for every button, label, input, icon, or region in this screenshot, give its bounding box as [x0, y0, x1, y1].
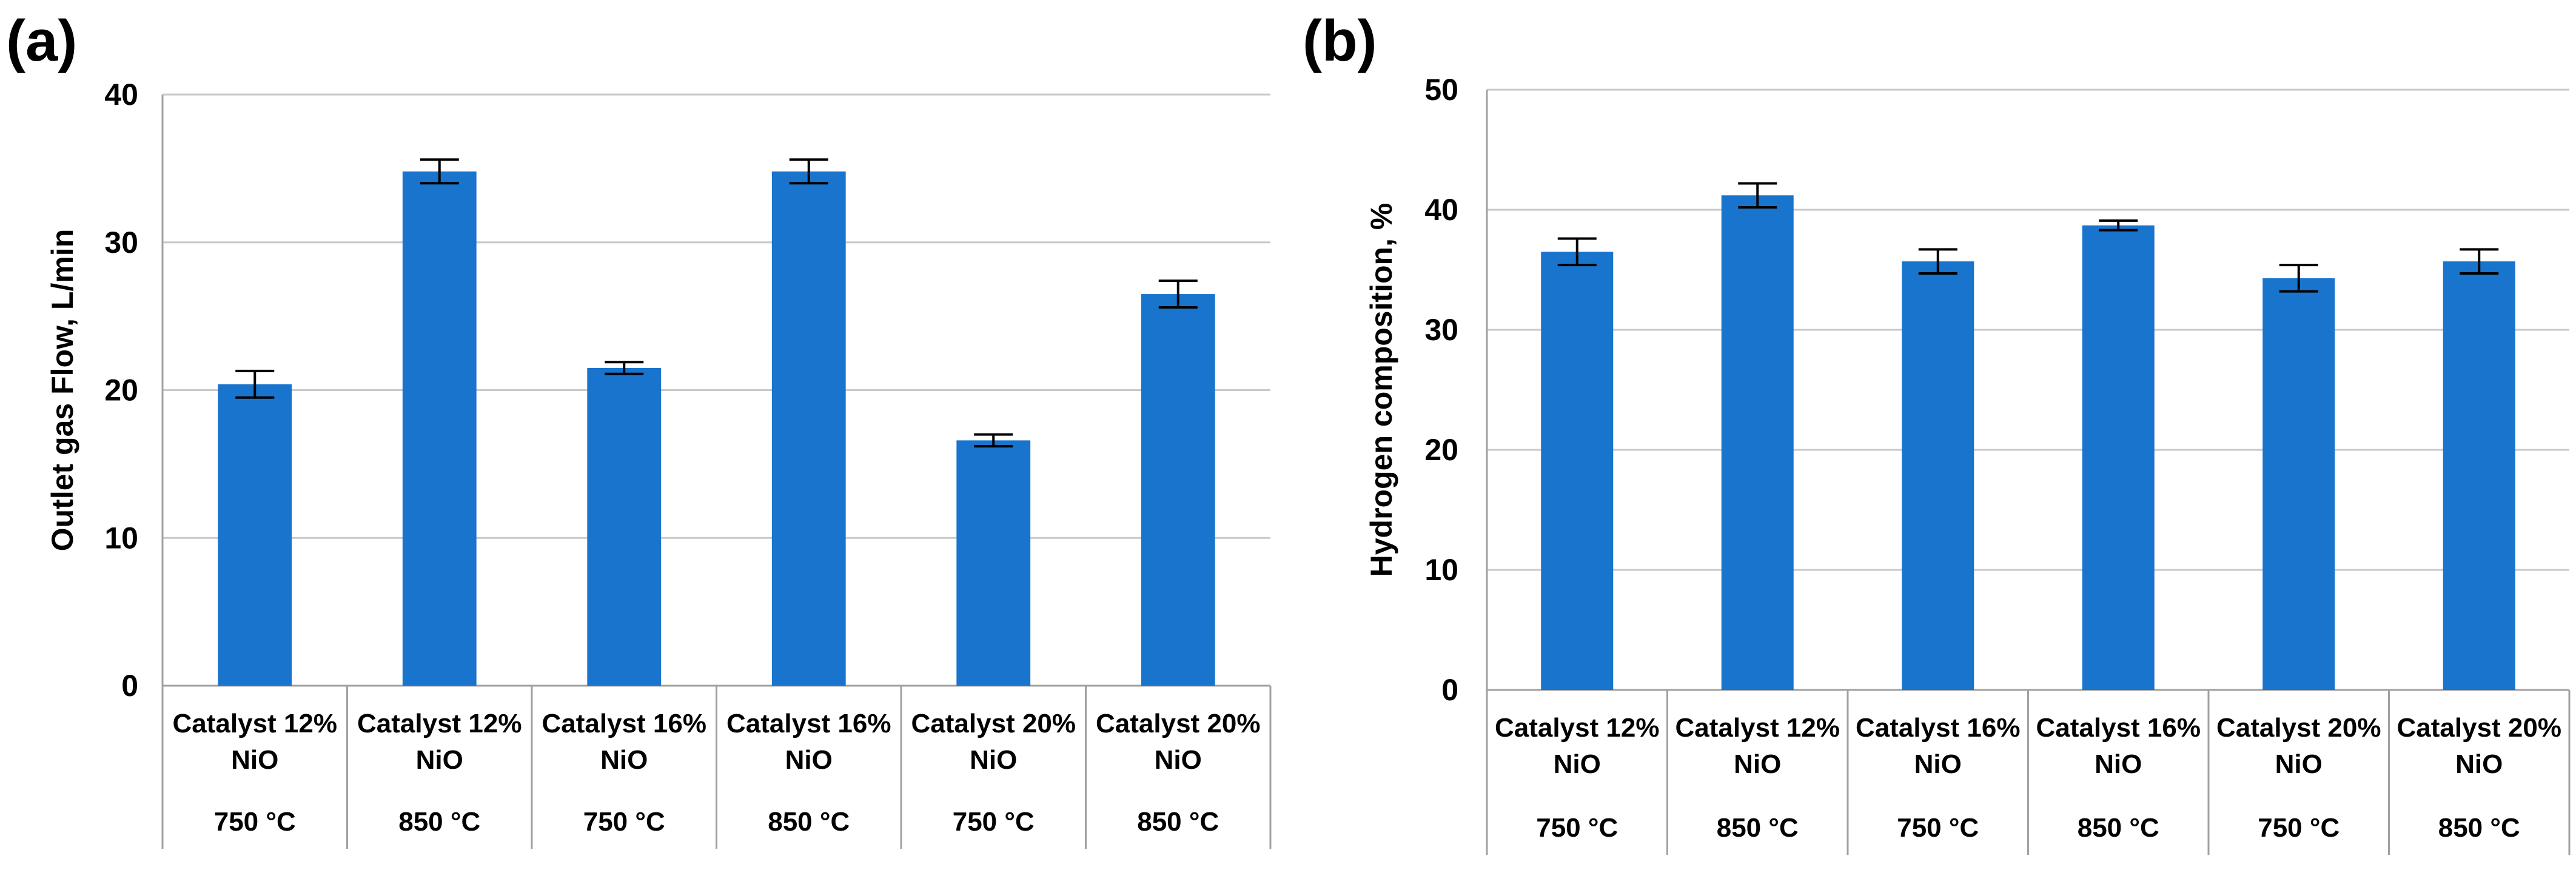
y-tick-label: 40 [1424, 193, 1458, 227]
error-bar [2460, 248, 2499, 275]
bar [1902, 261, 1974, 690]
x-category-label-line2: NiO [2095, 749, 2142, 779]
bar [1541, 252, 1614, 690]
x-category-label-line3: 850 °C [2078, 813, 2159, 843]
error-bar [2279, 264, 2318, 293]
bar [2443, 261, 2515, 690]
y-tick-label: 20 [1424, 433, 1458, 467]
x-category-label-line3: 750 °C [1536, 813, 1618, 843]
y-axis-title: Hydrogen composition, % [1364, 203, 1398, 577]
error-bar [1918, 248, 1957, 275]
error-bar [1738, 182, 1777, 209]
error-bar [420, 158, 459, 185]
bar [587, 367, 662, 686]
x-category-label-line3: 750 °C [214, 807, 296, 837]
x-category-label-line1: Catalyst 12% [1675, 713, 1840, 743]
panel-letter: (a) [6, 8, 77, 73]
bar [2262, 278, 2335, 690]
x-category-label-line3: 750 °C [953, 807, 1035, 837]
x-category-label-line3: 850 °C [1717, 813, 1799, 843]
x-category-label-line2: NiO [970, 745, 1017, 775]
x-category-label-line2: NiO [1554, 749, 1601, 779]
x-category-label-line2: NiO [231, 745, 278, 775]
x-category-label-line1: Catalyst 16% [2036, 713, 2201, 743]
bar [402, 171, 477, 686]
y-tick-label: 0 [121, 669, 138, 703]
x-category-label-line2: NiO [1914, 749, 1962, 779]
y-tick-label: 30 [1424, 313, 1458, 347]
x-category-label-line1: Catalyst 20% [2397, 713, 2561, 743]
x-category-label-line1: Catalyst 20% [2216, 713, 2381, 743]
error-bar [605, 361, 644, 375]
x-category-label-line3: 850 °C [768, 807, 850, 837]
y-tick-label: 20 [104, 373, 138, 407]
y-tick-label: 0 [1441, 673, 1458, 707]
bar [1721, 195, 1794, 690]
x-category-label-line1: Catalyst 16% [1856, 713, 2020, 743]
bar [218, 384, 292, 686]
bar [1141, 294, 1215, 686]
error-bar [1158, 279, 1198, 309]
x-category-label-line1: Catalyst 12% [173, 709, 337, 738]
x-category-label-line1: Catalyst 12% [1495, 713, 1659, 743]
x-category-label-line2: NiO [1734, 749, 1781, 779]
panel-b-chart: (b) 0 10 20 30 40 50 Hydrogen composition, % Cat… [1303, 8, 2571, 855]
bar [956, 440, 1031, 686]
x-category-label-line2: NiO [600, 745, 648, 775]
bar [771, 171, 846, 686]
x-category-label-line3: 750 °C [2258, 813, 2340, 843]
y-tick-label: 50 [1424, 73, 1458, 107]
x-category-label-line1: Catalyst 16% [542, 709, 706, 738]
x-category-label-line2: NiO [2275, 749, 2323, 779]
y-tick-label: 10 [1424, 553, 1458, 587]
bar [2082, 225, 2155, 690]
y-tick-label: 40 [104, 78, 138, 112]
x-category-label-line2: NiO [416, 745, 463, 775]
x-category-label-line2: NiO [785, 745, 833, 775]
x-category-label-line2: NiO [2455, 749, 2503, 779]
x-category-label-line1: Catalyst 16% [726, 709, 891, 738]
x-category-label-line3: 750 °C [583, 807, 665, 837]
error-bar [789, 158, 828, 185]
y-axis-title: Outlet gas Flow, L/min [45, 229, 79, 552]
x-category-label-line3: 850 °C [1137, 807, 1219, 837]
x-category-label-line3: 850 °C [398, 807, 480, 837]
panel-a-chart: (a) 0 10 20 30 40 Outlet gas Flow, L/min Cataly… [6, 8, 1272, 849]
error-bar [974, 433, 1013, 448]
y-tick-label: 10 [104, 521, 138, 555]
x-category-label-line1: Catalyst 20% [911, 709, 1076, 738]
x-category-label-line3: 850 °C [2438, 813, 2520, 843]
error-bar [1557, 237, 1597, 267]
error-bar [2099, 219, 2138, 232]
error-bar [235, 369, 275, 399]
x-category-label-line1: Catalyst 12% [357, 709, 522, 738]
x-category-label-line3: 750 °C [1897, 813, 1979, 843]
x-category-label-line1: Catalyst 20% [1096, 709, 1260, 738]
panel-letter: (b) [1303, 8, 1377, 73]
y-tick-label: 30 [104, 226, 138, 259]
x-category-label-line2: NiO [1155, 745, 1202, 775]
